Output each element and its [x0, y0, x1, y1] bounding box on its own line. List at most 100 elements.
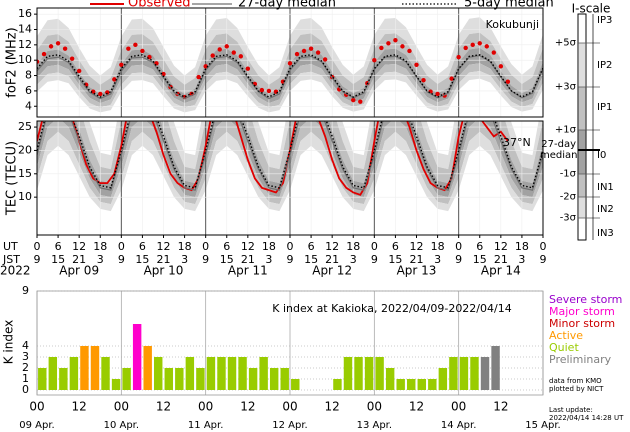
- k-bar: [480, 357, 490, 390]
- observed-point: [55, 41, 61, 46]
- k-bar: [396, 379, 405, 390]
- plot-frame: [36, 7, 544, 118]
- y-tick-label: 2: [22, 361, 29, 374]
- observed-point: [351, 97, 356, 103]
- ut-tick-label: 6: [476, 240, 483, 253]
- legend-label: Active: [549, 329, 583, 342]
- row-label: UT: [3, 240, 18, 253]
- jst-tick-label: 15: [220, 253, 234, 266]
- scale-label: 27-day median: [540, 139, 578, 161]
- date-label: Apr 13: [397, 264, 437, 278]
- scale-label: +1σ: [554, 124, 576, 136]
- ut-tick-label: 0: [540, 240, 547, 253]
- x-tick-label: 00: [451, 400, 466, 414]
- date-label: 14 Apr.: [441, 420, 476, 431]
- date-label: 12 Apr.: [272, 420, 307, 431]
- ut-tick-label: 6: [392, 240, 399, 253]
- y-tick-label: 0: [22, 383, 29, 396]
- jst-tick-label: 21: [72, 253, 86, 266]
- y-tick-label: 10: [18, 53, 32, 66]
- k-bar: [38, 368, 47, 390]
- observed-point: [386, 41, 391, 46]
- date-label: Apr 12: [312, 264, 352, 278]
- x-tick-label: 12: [240, 400, 255, 414]
- k-bar: [227, 357, 237, 390]
- year-label: 2022: [0, 264, 31, 278]
- ut-tick-label: 12: [325, 240, 339, 253]
- observed-point: [379, 45, 384, 51]
- jst-tick-label: 9: [371, 253, 378, 266]
- y-tick-label: 15: [18, 167, 32, 180]
- latitude-label: 37°N: [503, 136, 531, 149]
- y-tick-label: 20: [18, 143, 32, 156]
- y-tick-label: 12: [18, 38, 32, 51]
- legend-label: 5-day median: [464, 0, 554, 11]
- y-tick-label: 3: [22, 350, 29, 363]
- k-bar: [185, 357, 195, 390]
- jst-tick-label: 9: [118, 253, 125, 266]
- scale-segment: [578, 130, 586, 150]
- ut-tick-label: 0: [371, 240, 378, 253]
- observed-point: [119, 62, 124, 68]
- k-bar: [132, 324, 142, 390]
- ut-tick-label: 0: [118, 240, 125, 253]
- ut-tick-label: 18: [515, 240, 529, 253]
- index-label: I0: [597, 150, 606, 161]
- scale-frame: [577, 13, 587, 241]
- observed-point: [41, 51, 47, 57]
- observed-point: [449, 76, 454, 81]
- jst-tick-label: 21: [325, 253, 339, 266]
- observed-point: [322, 57, 328, 62]
- x-tick-label: 00: [282, 400, 297, 414]
- jst-tick-label: 9: [287, 253, 294, 266]
- source-note: data from KMO: [549, 377, 602, 385]
- observed-point: [372, 57, 377, 63]
- date-label: 15 Apr.: [525, 420, 560, 431]
- k-bar: [364, 357, 374, 390]
- scale-segment: [578, 150, 586, 174]
- y-tick-label: 14: [18, 22, 32, 35]
- ut-tick-label: 0: [202, 240, 209, 253]
- jst-tick-label: 15: [388, 253, 402, 266]
- ut-tick-label: 18: [93, 240, 107, 253]
- k-bar: [333, 379, 342, 390]
- observed-point: [62, 46, 68, 51]
- k-bar: [80, 346, 89, 390]
- observed-point: [435, 91, 440, 97]
- index-label: IN3: [597, 228, 614, 239]
- k-bar: [269, 368, 279, 390]
- ut-tick-label: 6: [139, 240, 146, 253]
- observed-point: [203, 64, 208, 69]
- ut-tick-label: 12: [72, 240, 86, 253]
- k-bar: [491, 346, 500, 390]
- scale-label: -1σ: [559, 168, 576, 180]
- jst-tick-label: 15: [473, 253, 487, 266]
- jst-tick-label: 3: [97, 253, 104, 266]
- scale-label: +5σ: [554, 37, 576, 49]
- jst-tick-label: 15: [304, 253, 318, 266]
- k-bar: [438, 368, 448, 390]
- observed-point: [224, 44, 229, 49]
- observed-point: [484, 44, 489, 49]
- k-bar: [175, 368, 184, 390]
- update-note: 2022/04/14 14:28 UT: [549, 414, 624, 422]
- jst-tick-label: 21: [494, 253, 508, 266]
- series-line: [37, 54, 543, 98]
- ut-tick-label: 0: [455, 240, 462, 253]
- legend-label: Minor storm: [549, 317, 615, 330]
- observed-point: [48, 44, 54, 49]
- date-label: 10 Apr.: [104, 420, 139, 431]
- y-tick-label: 16: [18, 7, 32, 20]
- plot-frame: [36, 290, 544, 396]
- observed-point: [315, 50, 321, 55]
- index-label: IP2: [597, 60, 612, 71]
- x-tick-label: 12: [156, 400, 171, 414]
- x-tick-label: 12: [493, 400, 508, 414]
- k-bar: [259, 357, 268, 390]
- y-tick-label: 1: [22, 372, 29, 385]
- jst-tick-label: 21: [410, 253, 424, 266]
- x-tick-label: 00: [114, 400, 129, 414]
- observed-point: [126, 46, 131, 51]
- k-bar: [470, 357, 479, 390]
- observed-point: [259, 87, 265, 93]
